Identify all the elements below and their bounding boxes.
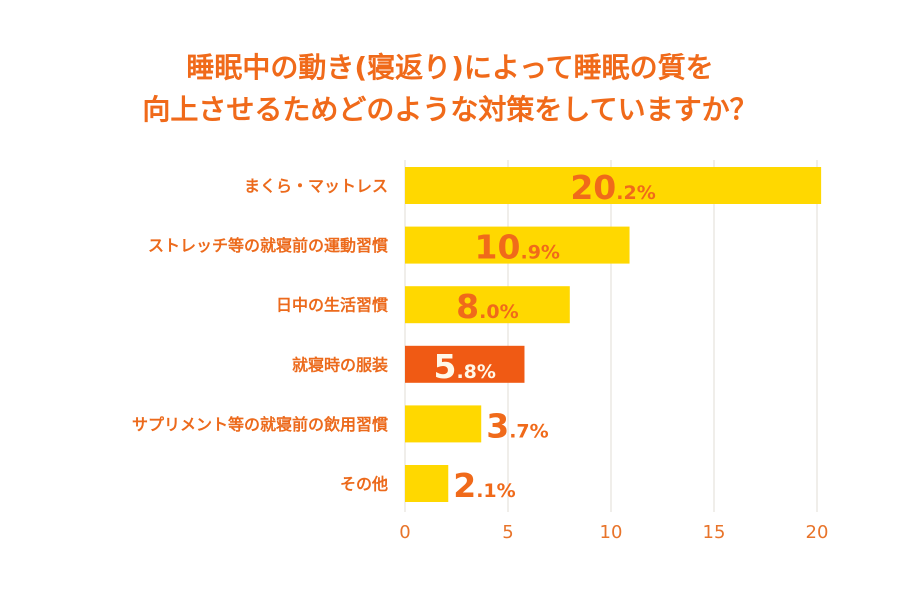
x-tick-label: 20 (806, 522, 829, 543)
value-label-integer: 10 (475, 228, 521, 267)
bar (405, 345, 525, 383)
gridlines (404, 160, 818, 512)
x-tick-label: 5 (502, 522, 513, 543)
x-axis-tick-labels: 0 5 10 15 20 (399, 522, 828, 543)
x-tick-label: 15 (703, 522, 726, 543)
value-label-decimal: .2% (616, 182, 655, 204)
chart-title-line-1: 睡眠中の動き(寝返り)によって睡眠の質を (186, 51, 714, 84)
value-label-decimal: .7% (509, 420, 548, 442)
category-label: まくら・マットレス (244, 177, 388, 196)
value-label-integer: 5 (434, 347, 457, 386)
chart-title: 睡眠中の動き(寝返り)によって睡眠の質を 向上させるためどのような対策をしていま… (0, 47, 900, 131)
value-label: 3.7% (486, 406, 548, 445)
value-label-integer: 2 (453, 466, 476, 505)
bar (405, 405, 482, 443)
category-label: サプリメント等の就寝前の飲用習慣 (132, 415, 388, 434)
category-label: 日中の生活習慣 (276, 296, 388, 315)
chart-title-line-2: 向上させるためどのような対策をしていますか？ (142, 93, 758, 126)
value-label-decimal: .9% (520, 242, 559, 264)
value-label: 10.9% (475, 228, 560, 267)
value-label-integer: 8 (456, 287, 479, 326)
bar (405, 286, 570, 324)
value-label-decimal: .1% (476, 480, 515, 502)
value-label: 5.8% (434, 347, 496, 386)
bar (405, 167, 822, 204)
category-label: 就寝時の服装 (292, 355, 388, 374)
category-label: その他 (340, 475, 388, 494)
value-label-decimal: .0% (479, 301, 518, 323)
value-label: 2.1% (453, 466, 515, 505)
bars (405, 167, 822, 502)
value-label-decimal: .8% (456, 361, 495, 383)
value-label-integer: 20 (570, 168, 616, 207)
x-tick-label: 0 (399, 522, 410, 543)
x-tick-label: 10 (600, 522, 623, 543)
bar (405, 465, 449, 502)
value-label: 20.2% (570, 168, 655, 207)
category-labels: まくら・マットレスストレッチ等の就寝前の運動習慣日中の生活習慣就寝時の服装サプリ… (132, 177, 388, 494)
bar (405, 226, 630, 264)
value-labels: 20.2% 10.9% 8.0% 5.8% 3.7% 2.1% (434, 168, 656, 505)
value-label: 8.0% (456, 287, 518, 326)
value-label-integer: 3 (486, 406, 509, 445)
category-label: ストレッチ等の就寝前の運動習慣 (148, 236, 388, 255)
